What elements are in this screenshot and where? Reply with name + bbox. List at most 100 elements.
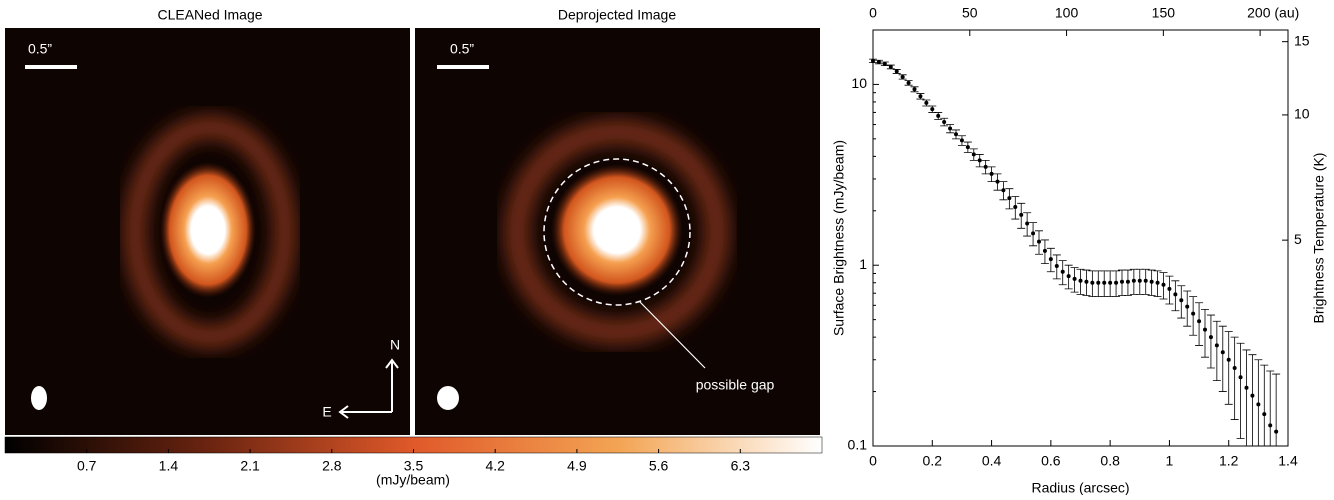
- x2-tick-label: 150: [1152, 5, 1176, 21]
- colorbar-tick-label: 1.4: [159, 458, 179, 474]
- data-point: [1191, 311, 1196, 316]
- data-point: [1031, 231, 1036, 236]
- data-point: [1256, 402, 1261, 407]
- scale-bar-label: 0.5”: [28, 41, 52, 57]
- data-point: [1173, 292, 1178, 297]
- data-point: [1025, 221, 1030, 226]
- data-point: [936, 113, 941, 118]
- x-tick-label: 1.4: [1278, 453, 1298, 469]
- data-point: [1048, 257, 1053, 262]
- colorbar-tick-label: 3.5: [404, 458, 424, 474]
- x-tick-label: 0.4: [982, 453, 1002, 469]
- data-point: [1244, 385, 1249, 390]
- data-point: [1179, 298, 1184, 303]
- data-point: [1114, 280, 1119, 285]
- data-point: [1072, 276, 1077, 281]
- data-point: [888, 64, 893, 69]
- data-point: [989, 171, 994, 176]
- data-point: [1214, 343, 1219, 348]
- data-point: [930, 107, 935, 112]
- colorbar-label: (mJy/beam): [376, 472, 450, 488]
- data-point: [1268, 423, 1273, 428]
- error-bar: [1218, 325, 1227, 392]
- error-bar: [1195, 302, 1204, 346]
- data-point: [1078, 278, 1083, 283]
- data-point: [1238, 375, 1243, 380]
- data-point: [1262, 412, 1267, 417]
- error-bar: [1201, 308, 1209, 358]
- data-point: [1155, 280, 1160, 285]
- data-point: [918, 94, 923, 99]
- data-point: [894, 69, 899, 74]
- data-point: [1102, 280, 1107, 285]
- data-point: [906, 80, 911, 85]
- cleaned-image: [5, 28, 410, 435]
- data-point: [977, 158, 982, 163]
- scale-bar-label: 0.5”: [450, 41, 474, 57]
- error-bar: [1272, 373, 1281, 446]
- x-tick-label: 1.2: [1219, 453, 1239, 469]
- x2-tick-label: 0: [869, 5, 877, 21]
- panel-title: CLEANed Image: [157, 7, 262, 23]
- data-point: [948, 126, 953, 131]
- data-point: [1226, 357, 1231, 362]
- compass-north: N: [390, 337, 400, 353]
- error-bar: [1189, 296, 1198, 336]
- data-point: [1042, 248, 1047, 253]
- annotation: possible gap: [696, 377, 775, 393]
- data-point: [1108, 280, 1113, 285]
- error-bar: [1266, 370, 1275, 446]
- error-bar: [1260, 364, 1269, 446]
- data-point: [983, 164, 988, 169]
- plot-frame: [872, 29, 1289, 447]
- colorbar-tick-label: 6.3: [731, 458, 751, 474]
- data-point: [900, 74, 905, 79]
- colorbar-tick-label: 2.8: [322, 458, 342, 474]
- data-point: [971, 152, 976, 157]
- x2-tick-label: 200 (au): [1247, 5, 1299, 21]
- y2-tick-label: 10: [1294, 106, 1310, 122]
- error-bar: [1212, 320, 1221, 382]
- data-point: [1054, 264, 1059, 269]
- error-bar: [1248, 354, 1257, 446]
- colorbar-tick-label: 5.6: [649, 458, 669, 474]
- data-point: [1060, 269, 1065, 274]
- data-point: [1143, 278, 1148, 283]
- error-bar: [1242, 349, 1251, 446]
- error-bar: [1230, 336, 1239, 420]
- x-tick-label: 0: [869, 453, 877, 469]
- data-point: [1161, 282, 1166, 287]
- error-bar: [1236, 342, 1245, 439]
- data-point: [1167, 286, 1172, 291]
- data-point: [876, 60, 881, 65]
- data-point: [1001, 188, 1006, 193]
- data-point: [1037, 239, 1041, 244]
- data-point: [1250, 393, 1255, 398]
- x-tick-label: 0.2: [923, 453, 943, 469]
- data-point: [942, 119, 947, 124]
- x2-tick-label: 50: [962, 5, 978, 21]
- error-bar: [1206, 314, 1215, 369]
- colorbar-tick-label: 4.9: [567, 458, 587, 474]
- data-point: [965, 145, 970, 150]
- panel-title: Deprojected Image: [558, 7, 677, 23]
- x-tick-label: 0.6: [1041, 453, 1061, 469]
- data-point: [1013, 204, 1018, 209]
- compass-east: E: [322, 404, 331, 420]
- data-point: [1066, 274, 1071, 279]
- data-point: [1007, 196, 1012, 201]
- data-point: [1096, 280, 1101, 285]
- y2-tick-label: 15: [1294, 32, 1310, 48]
- data-point: [1090, 280, 1095, 285]
- data-point: [1274, 429, 1279, 434]
- data-point: [1203, 327, 1207, 332]
- colorbar-tick-label: 2.1: [240, 458, 260, 474]
- data-point: [959, 138, 964, 143]
- data-point: [1149, 279, 1154, 284]
- x2-tick-label: 100: [1055, 5, 1079, 21]
- error-bar: [1224, 331, 1233, 405]
- y2-axis-label: Brightness Temperature (K): [1311, 153, 1327, 324]
- y-axis-label: Surface Brightness (mJy/beam): [831, 140, 847, 336]
- y-tick-label: 10: [851, 75, 867, 91]
